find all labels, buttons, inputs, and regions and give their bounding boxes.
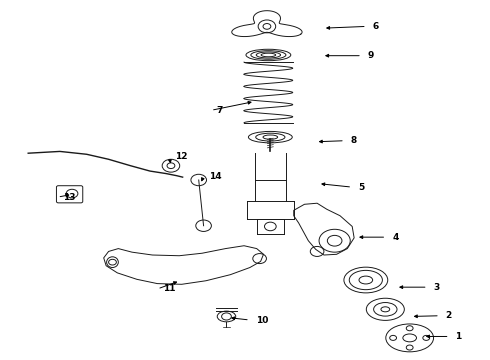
Text: 3: 3: [434, 283, 440, 292]
Text: 5: 5: [358, 183, 364, 192]
Text: 6: 6: [373, 22, 379, 31]
Text: 1: 1: [456, 332, 462, 341]
Text: 12: 12: [175, 152, 188, 161]
Text: 8: 8: [351, 136, 357, 145]
Text: 4: 4: [392, 233, 398, 242]
Text: 9: 9: [368, 51, 374, 60]
Text: 10: 10: [256, 315, 268, 324]
Text: 2: 2: [446, 311, 452, 320]
Text: 11: 11: [163, 284, 175, 293]
Text: 13: 13: [63, 193, 76, 202]
Text: 7: 7: [217, 106, 223, 115]
Text: 14: 14: [209, 172, 222, 181]
